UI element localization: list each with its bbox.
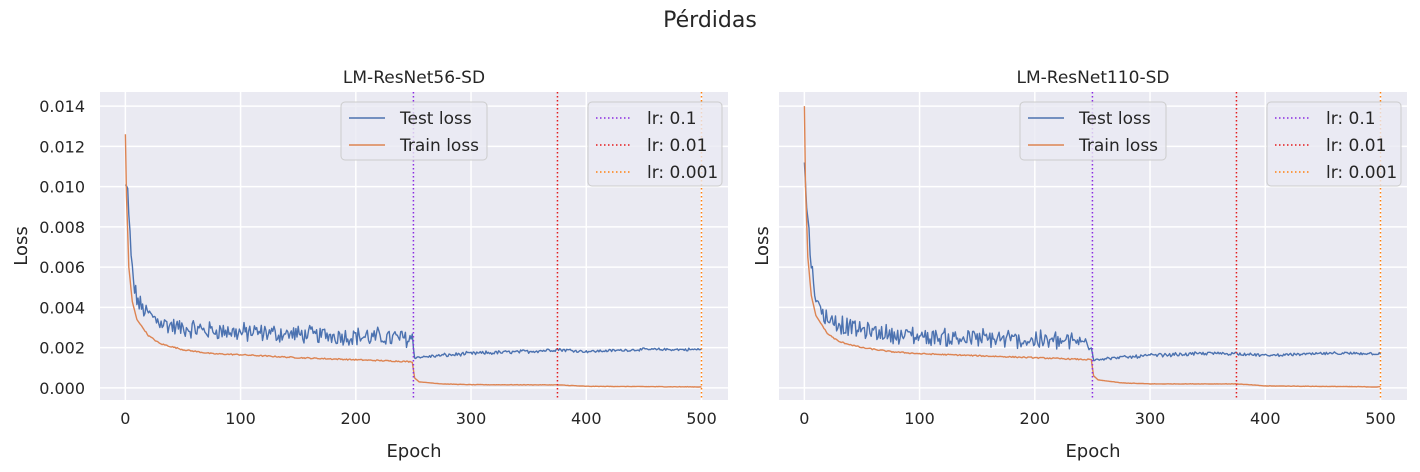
chart-title: LM-ResNet56-SD (343, 68, 485, 88)
legend-label: Test loss (399, 109, 472, 129)
y-tick-label: 0.014 (39, 97, 85, 116)
x-tick-label: 400 (1250, 409, 1281, 428)
y-tick-label: 0.006 (39, 258, 85, 277)
y-tick-label: 0.002 (39, 339, 85, 358)
chart-title: LM-ResNet110-SD (1017, 68, 1170, 88)
x-tick-label: 300 (456, 409, 487, 428)
x-tick-label: 100 (904, 409, 935, 428)
legend-label: Train loss (399, 136, 479, 156)
x-tick-label: 500 (1365, 409, 1396, 428)
legend-label: lr: 0.1 (647, 109, 697, 129)
y-tick-label: 0.010 (39, 178, 85, 197)
legend-label: Train loss (1078, 136, 1158, 156)
y-tick-label: 0.004 (39, 298, 85, 317)
series-line-train (803, 106, 1381, 388)
legend-label: lr: 0.01 (647, 136, 707, 156)
x-tick-label: 500 (686, 409, 717, 428)
x-tick-label: 0 (120, 409, 130, 428)
legend-label: lr: 0.1 (1326, 109, 1376, 129)
x-tick-label: 300 (1135, 409, 1166, 428)
series-line-train (124, 134, 702, 388)
series-line-test (124, 184, 702, 360)
x-tick-label: 0 (799, 409, 809, 428)
data-layer (803, 92, 1382, 400)
legend-label: Test loss (1078, 109, 1151, 129)
x-tick-label: 200 (1020, 409, 1051, 428)
y-axis-label: Loss (752, 226, 773, 265)
y-tick-label: 0.008 (39, 218, 85, 237)
figure-title: Pérdidas (663, 8, 757, 33)
legend-lr (1266, 101, 1402, 187)
legend-lr (587, 101, 723, 187)
data-layer (124, 92, 703, 400)
chart-panel-2: 0 100 200 300 400 500 Epoch Loss LM-ResNet110-SD… (752, 68, 1407, 462)
x-axis-label: Epoch (1065, 441, 1120, 462)
y-tick-label: 0.000 (39, 379, 85, 398)
x-tick-label: 100 (225, 409, 256, 428)
x-tick-label: 200 (341, 409, 372, 428)
chart-panel-1: 0 100 200 300 400 500 0.000 0.002 0.004 0.006 0.00… (11, 68, 728, 462)
y-axis-label: Loss (11, 226, 32, 265)
x-tick-label: 400 (571, 409, 602, 428)
x-axis-label: Epoch (386, 441, 441, 462)
legend-label: lr: 0.001 (647, 163, 718, 183)
y-tick-label: 0.012 (39, 137, 85, 156)
legend-label: lr: 0.01 (1326, 136, 1386, 156)
legend-label: lr: 0.001 (1326, 163, 1397, 183)
